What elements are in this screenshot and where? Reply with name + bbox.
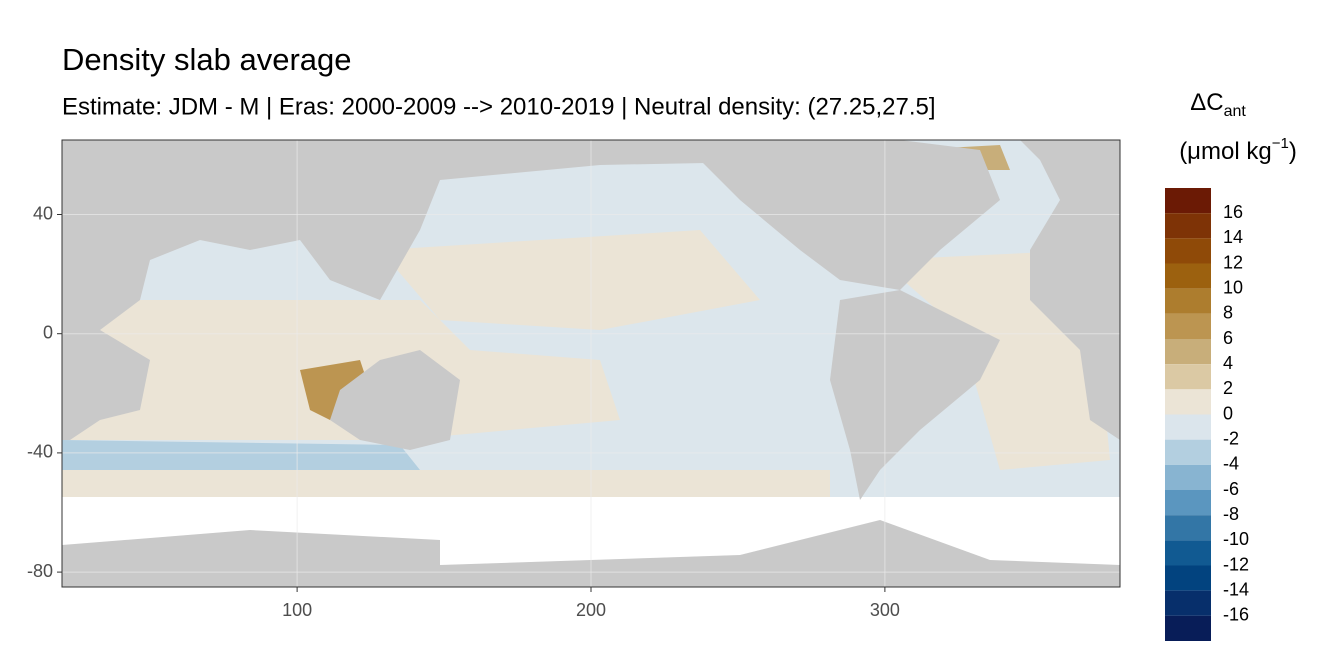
y-tick-label: -40 <box>27 442 53 462</box>
land <box>330 350 460 450</box>
legend-swatch <box>1165 213 1211 239</box>
legend-swatch <box>1165 339 1211 365</box>
y-tick-label: 0 <box>43 322 53 342</box>
legend-label: 2 <box>1223 378 1233 398</box>
anomaly-region <box>380 230 760 330</box>
legend-label: 8 <box>1223 303 1233 323</box>
land <box>62 520 1120 587</box>
panel-border <box>61 139 1121 588</box>
legend-swatch <box>1165 313 1211 339</box>
legend-label: 0 <box>1223 403 1233 423</box>
chart-subtitle: Estimate: JDM - M | Eras: 2000-2009 --> … <box>62 93 936 120</box>
legend-swatch <box>1165 439 1211 465</box>
legend-label: -4 <box>1223 454 1239 474</box>
legend-swatch <box>1165 590 1211 616</box>
legend-swatch <box>1165 515 1211 541</box>
legend-label: -2 <box>1223 428 1239 448</box>
legend-label: -8 <box>1223 504 1239 524</box>
x-tick-label: 100 <box>282 600 312 620</box>
legend-swatch <box>1165 414 1211 440</box>
legend-swatch <box>1165 188 1211 214</box>
legend-label: 16 <box>1223 202 1243 222</box>
legend-label: 6 <box>1223 328 1233 348</box>
legend-swatch <box>1165 364 1211 390</box>
y-tick-label: 40 <box>33 203 53 223</box>
land <box>830 290 1000 500</box>
chart-title: Density slab average <box>62 42 352 77</box>
legend-label: -12 <box>1223 554 1249 574</box>
legend-label: -6 <box>1223 479 1239 499</box>
y-tick-label: -80 <box>27 561 53 581</box>
legend-label: -10 <box>1223 529 1249 549</box>
anomaly-region <box>300 360 370 420</box>
legend-swatch <box>1165 565 1211 591</box>
legend-label: 4 <box>1223 353 1233 373</box>
legend-swatch <box>1165 238 1211 264</box>
legend-swatch <box>1165 540 1211 566</box>
legend-swatch <box>1165 263 1211 289</box>
legend-label: 14 <box>1223 227 1243 247</box>
legend-title-main: ΔC <box>1190 89 1223 116</box>
legend-swatch <box>1165 288 1211 314</box>
x-tick-label: 300 <box>870 600 900 620</box>
legend-unit: (μmol kg−1) <box>1179 135 1297 165</box>
anomaly-region <box>62 470 830 497</box>
anomaly-region <box>62 440 420 470</box>
legend-title: ΔCant <box>1190 89 1246 120</box>
legend-swatch <box>1165 389 1211 415</box>
legend-unit-end: ) <box>1289 138 1297 165</box>
legend-swatch <box>1165 615 1211 641</box>
legend-swatch <box>1165 490 1211 516</box>
legend-unit-sup: −1 <box>1272 135 1289 152</box>
land <box>62 140 870 330</box>
x-tick-label: 200 <box>576 600 606 620</box>
legend-title-sub: ant <box>1224 103 1247 120</box>
land <box>62 330 150 440</box>
legend-label: 10 <box>1223 277 1243 297</box>
legend-label: 12 <box>1223 252 1243 272</box>
legend-label: -14 <box>1223 579 1249 599</box>
legend-swatch <box>1165 464 1211 490</box>
legend-label: -16 <box>1223 605 1249 625</box>
legend-unit-main: (μmol kg <box>1179 138 1272 165</box>
